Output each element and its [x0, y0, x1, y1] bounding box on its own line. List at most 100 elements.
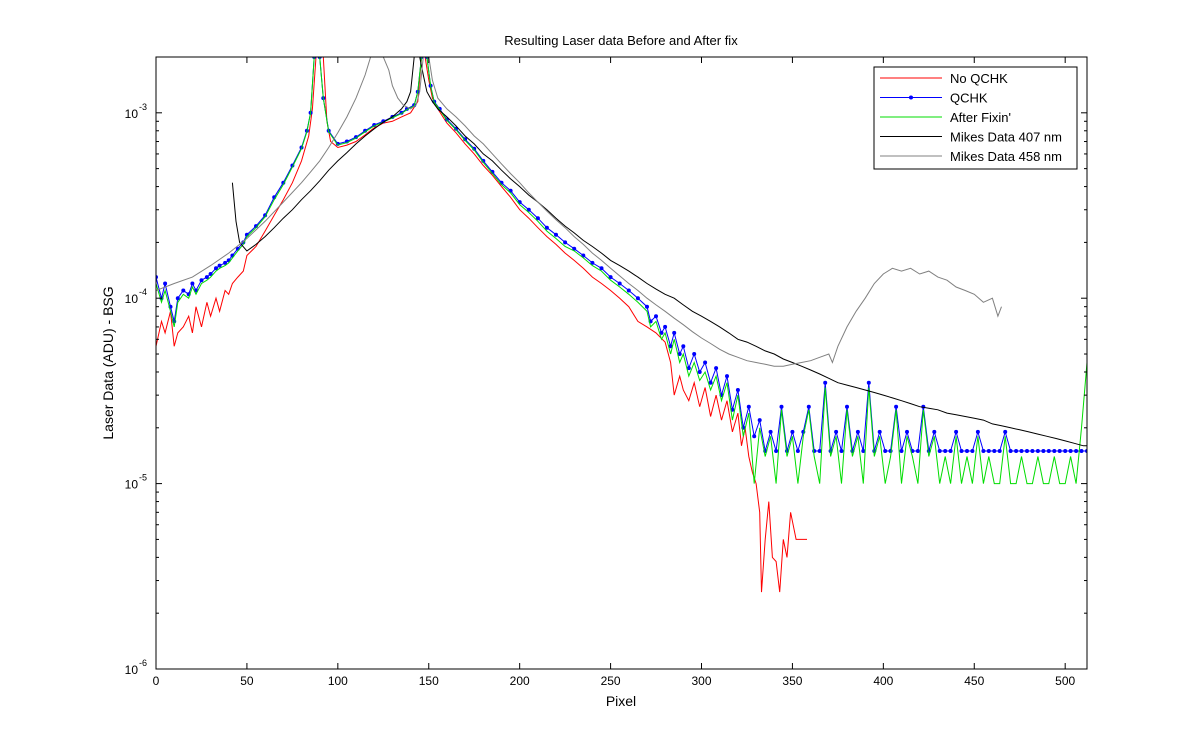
legend-label-3: Mikes Data 407 nm [950, 130, 1062, 145]
series-1-point-137 [997, 449, 1002, 453]
y-axis-label: Laser Data (ADU) - BSG [100, 286, 116, 439]
series-1-point-100 [795, 449, 800, 453]
series-1-point-129 [954, 429, 959, 434]
series-layer [156, 57, 1087, 593]
series-1-point-13 [214, 266, 218, 271]
series-1-point-5 [175, 296, 180, 301]
x-tick-label-6: 300 [691, 674, 711, 688]
series-1-point-69 [626, 288, 631, 293]
series-1-point-84 [708, 380, 713, 385]
series-1-point-58 [526, 207, 531, 212]
series-1-point-97 [779, 404, 784, 409]
series-1-point-15 [223, 260, 228, 265]
series-line-3 [231, 57, 1087, 447]
series-1-point-8 [190, 281, 195, 286]
y-tick-label-2: 10 [125, 292, 139, 306]
series-1-point-142 [1025, 449, 1029, 453]
x-axis-label: Pixel [606, 693, 636, 709]
series-1-point-118 [894, 404, 899, 409]
series-1-point-81 [692, 352, 697, 356]
series-1-point-74 [659, 330, 664, 335]
series-1-point-149 [1063, 449, 1068, 453]
series-1-point-51 [463, 137, 468, 142]
series-1-point-141 [1019, 449, 1024, 453]
series-line-4 [156, 57, 1002, 367]
series-1-point-91 [746, 404, 751, 409]
series-1-point-102 [806, 404, 811, 409]
series-1-point-133 [975, 429, 980, 434]
series-1-point-120 [905, 429, 909, 434]
series-1-point-135 [986, 449, 991, 453]
series-1-point-6 [181, 288, 186, 293]
series-1-point-108 [839, 449, 844, 453]
y-tick-exponent-1: -5 [139, 473, 147, 483]
series-1-point-115 [877, 429, 882, 434]
series-1-point-107 [834, 429, 839, 434]
series-1-point-2 [163, 281, 168, 286]
series-line-0 [156, 57, 807, 593]
series-1-point-67 [608, 275, 613, 280]
series-1-point-144 [1035, 449, 1040, 453]
series-1-point-92 [752, 434, 757, 439]
series-1-point-148 [1057, 449, 1062, 453]
series-1-point-122 [915, 449, 920, 453]
series-1-point-145 [1041, 449, 1046, 453]
series-line-1 [156, 57, 1087, 453]
legend-label-2: After Fixin' [950, 110, 1011, 125]
series-1-point-68 [617, 281, 622, 286]
series-1-point-82 [697, 370, 702, 374]
y-tick-exponent-3: -3 [139, 102, 147, 112]
legend-label-1: QCHK [950, 91, 988, 106]
x-tick-label-9: 450 [964, 674, 984, 688]
series-1-point-75 [663, 324, 668, 329]
series-1-point-146 [1046, 449, 1051, 453]
series-1-point-52 [472, 146, 477, 151]
chart-title: Resulting Laser data Before and After fi… [504, 33, 738, 48]
series-1-point-132 [970, 449, 975, 453]
y-tick-label-3: 10 [125, 107, 139, 121]
series-1-point-139 [1008, 449, 1013, 453]
series-1-point-66 [599, 266, 604, 271]
series-1-point-10 [199, 278, 204, 283]
legend-marker-1 [909, 95, 913, 100]
series-1-point-65 [590, 260, 595, 265]
series-1-point-11 [204, 275, 209, 280]
series-1-point-138 [1003, 429, 1008, 434]
series-1-point-93 [757, 418, 762, 423]
x-tick-label-10: 500 [1055, 674, 1075, 688]
series-1-point-14 [217, 263, 222, 268]
series-1-point-62 [563, 240, 568, 245]
series-1-point-61 [554, 232, 558, 237]
y-tick-exponent-2: -4 [139, 287, 147, 297]
series-1-point-83 [703, 360, 708, 365]
series-1-point-73 [654, 314, 658, 319]
series-1-point-116 [883, 449, 888, 453]
x-tick-label-1: 50 [240, 674, 254, 688]
x-tick-label-5: 250 [601, 674, 621, 688]
x-tick-label-3: 150 [419, 674, 439, 688]
y-tick-label-1: 10 [125, 478, 139, 492]
series-1-point-150 [1068, 449, 1073, 453]
series-1-point-127 [943, 449, 948, 453]
y-tick-label-0: 10 [125, 663, 139, 677]
series-1-point-60 [544, 225, 549, 230]
series-1-point-128 [948, 449, 953, 453]
series-1-point-152 [1079, 449, 1084, 453]
series-1-point-134 [981, 449, 986, 453]
legend-box [873, 66, 1078, 170]
series-1-point-85 [714, 366, 719, 371]
ticks-layer: 0 50 100 150 200 250 300 350 400 450 50010-610-510… [125, 56, 1087, 688]
series-1-point-130 [959, 449, 964, 453]
series-1-point-76 [668, 344, 673, 349]
x-tick-label-0: 0 [153, 674, 160, 688]
series-1-point-113 [866, 380, 871, 385]
series-1-point-77 [672, 330, 677, 335]
series-1-point-53 [481, 158, 486, 163]
series-1-point-95 [768, 429, 773, 434]
series-1-point-147 [1052, 449, 1057, 453]
series-1-point-89 [735, 388, 740, 392]
series-line-2 [156, 57, 1087, 485]
legend-label-0: No QCHK [950, 71, 1008, 86]
series-1-point-105 [823, 380, 828, 385]
series-1-point-112 [861, 449, 866, 453]
